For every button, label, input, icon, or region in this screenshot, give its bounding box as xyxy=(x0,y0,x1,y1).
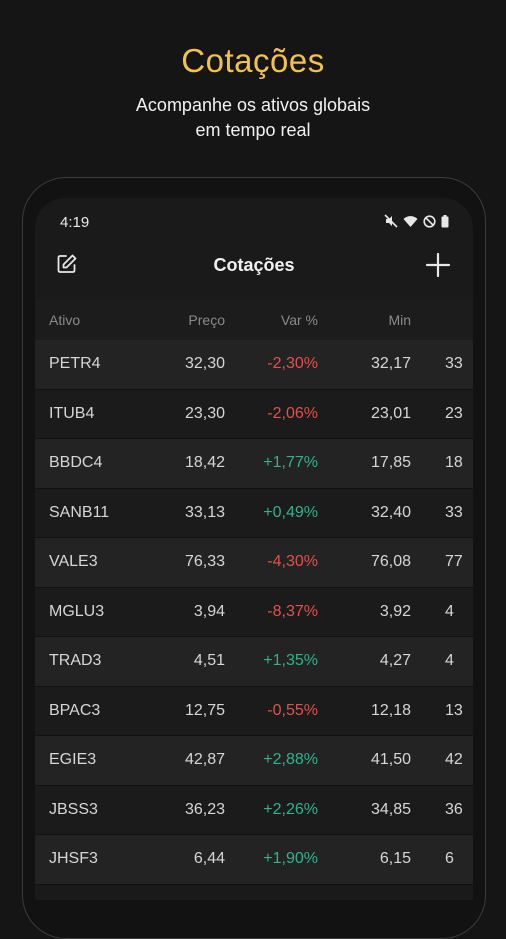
cell-min: 76,08 xyxy=(370,553,411,571)
cell-preco: 4,51 xyxy=(193,652,225,670)
table-row[interactable]: BPAC3 12,75 -0,55% 12,18 13 xyxy=(35,686,473,736)
cell-ativo: SANB11 xyxy=(49,503,110,521)
cell-min: 32,17 xyxy=(370,355,411,373)
cell-ativo: BPAC3 xyxy=(49,701,101,719)
edit-icon xyxy=(55,254,79,280)
cell-extra: 33 xyxy=(445,503,463,521)
add-asset-button[interactable] xyxy=(423,250,453,280)
wifi-icon xyxy=(403,215,418,233)
plus-icon xyxy=(423,252,453,284)
cell-var: +0,49% xyxy=(263,503,318,521)
table-header: Ativo Preço Var % Min xyxy=(35,299,473,340)
edit-button[interactable] xyxy=(55,252,83,280)
cell-extra: 6 xyxy=(445,850,454,868)
promo-title: Cotações xyxy=(181,42,325,79)
cell-ativo: VALE3 xyxy=(49,553,98,571)
table-row[interactable]: VALE3 76,33 -4,30% 76,08 77 xyxy=(35,538,473,588)
table-row[interactable]: MGLU3 3,94 -8,37% 3,92 4 xyxy=(35,587,473,637)
header-preco[interactable]: Preço xyxy=(188,311,225,328)
page-title: Cotações xyxy=(213,255,295,275)
table-row[interactable]: ITUB4 23,30 -2,06% 23,01 23 xyxy=(35,389,473,439)
cell-ativo: TRAD3 xyxy=(49,652,102,670)
cell-min: 4,27 xyxy=(379,652,411,670)
cell-preco: 6,44 xyxy=(193,850,225,868)
cell-var: -2,30% xyxy=(267,355,318,373)
status-time: 4:19 xyxy=(60,214,90,231)
promo-subtitle-line1: Acompanhe os ativos globais xyxy=(135,95,371,115)
cell-min: 17,85 xyxy=(370,454,411,472)
cell-preco: 76,33 xyxy=(184,553,225,571)
table-row[interactable]: JBSS3 36,23 +2,26% 34,85 36 xyxy=(35,785,473,835)
cell-extra: 42 xyxy=(445,751,463,769)
cell-ativo: ITUB4 xyxy=(49,404,95,422)
table-row[interactable]: JHSF3 6,44 +1,90% 6,15 6 xyxy=(35,835,473,885)
table-row[interactable]: PETR4 32,30 -2,30% 32,17 33 xyxy=(35,340,473,390)
cell-extra: 13 xyxy=(445,701,463,719)
cell-min: 3,92 xyxy=(379,602,411,620)
cell-extra: 4 xyxy=(445,602,454,620)
cell-var: +2,26% xyxy=(263,800,318,818)
cell-extra: 77 xyxy=(445,553,463,571)
cell-extra: 23 xyxy=(445,404,463,422)
cell-preco: 12,75 xyxy=(184,701,225,719)
header-min[interactable]: Min xyxy=(388,311,411,328)
table-row[interactable]: SANB11 33,13 +0,49% 32,40 33 xyxy=(35,488,473,538)
cell-ativo: EGIE3 xyxy=(49,751,97,769)
cell-var: -2,06% xyxy=(267,404,318,422)
phone-screen: 4:19 Cotações xyxy=(35,198,473,900)
app-bar: Cotações xyxy=(35,246,473,298)
cell-min: 34,85 xyxy=(370,800,411,818)
status-bar: 4:19 xyxy=(35,198,473,246)
cell-ativo: MGLU3 xyxy=(49,602,105,620)
cell-preco: 33,13 xyxy=(184,503,225,521)
table-body: PETR4 32,30 -2,30% 32,17 33 ITUB4 23,30 -2,06% 2… xyxy=(35,340,473,885)
cell-extra: 33 xyxy=(445,355,463,373)
cell-var: +1,90% xyxy=(263,850,318,868)
cell-ativo: JBSS3 xyxy=(49,800,98,818)
cell-ativo: PETR4 xyxy=(49,355,101,373)
cell-preco: 32,30 xyxy=(184,355,225,373)
cell-ativo: BBDC4 xyxy=(49,454,103,472)
mute-icon xyxy=(384,214,398,233)
cell-min: 41,50 xyxy=(370,751,411,769)
header-ativo[interactable]: Ativo xyxy=(49,311,81,328)
cell-extra: 4 xyxy=(445,652,454,670)
dnd-icon xyxy=(423,214,436,233)
cell-var: +2,88% xyxy=(263,751,318,769)
cell-var: -0,55% xyxy=(267,701,318,719)
cell-var: +1,77% xyxy=(263,454,318,472)
cell-var: -8,37% xyxy=(267,602,318,620)
cell-extra: 18 xyxy=(445,454,463,472)
cell-var: -4,30% xyxy=(267,553,318,571)
cell-var: +1,35% xyxy=(263,652,318,670)
quotes-table: Ativo Preço Var % Min PETR4 32,30 -2,30% 32… xyxy=(35,299,473,885)
header-var[interactable]: Var % xyxy=(280,311,318,328)
cell-extra: 36 xyxy=(445,800,463,818)
table-row[interactable]: TRAD3 4,51 +1,35% 4,27 4 xyxy=(35,637,473,687)
cell-min: 12,18 xyxy=(370,701,411,719)
cell-preco: 42,87 xyxy=(184,751,225,769)
cell-preco: 23,30 xyxy=(184,404,225,422)
cell-min: 23,01 xyxy=(370,404,411,422)
cell-min: 32,40 xyxy=(370,503,411,521)
cell-min: 6,15 xyxy=(379,850,411,868)
cell-preco: 18,42 xyxy=(184,454,225,472)
cell-ativo: JHSF3 xyxy=(49,850,98,868)
promo-subtitle-line2: em tempo real xyxy=(195,120,311,140)
battery-icon xyxy=(441,214,449,233)
table-row[interactable]: BBDC4 18,42 +1,77% 17,85 18 xyxy=(35,439,473,489)
promo-subtitle: Acompanhe os ativos globais em tempo rea… xyxy=(0,93,506,143)
status-icons xyxy=(384,214,449,233)
cell-preco: 36,23 xyxy=(184,800,225,818)
cell-preco: 3,94 xyxy=(193,602,225,620)
table-row[interactable]: EGIE3 42,87 +2,88% 41,50 42 xyxy=(35,736,473,786)
